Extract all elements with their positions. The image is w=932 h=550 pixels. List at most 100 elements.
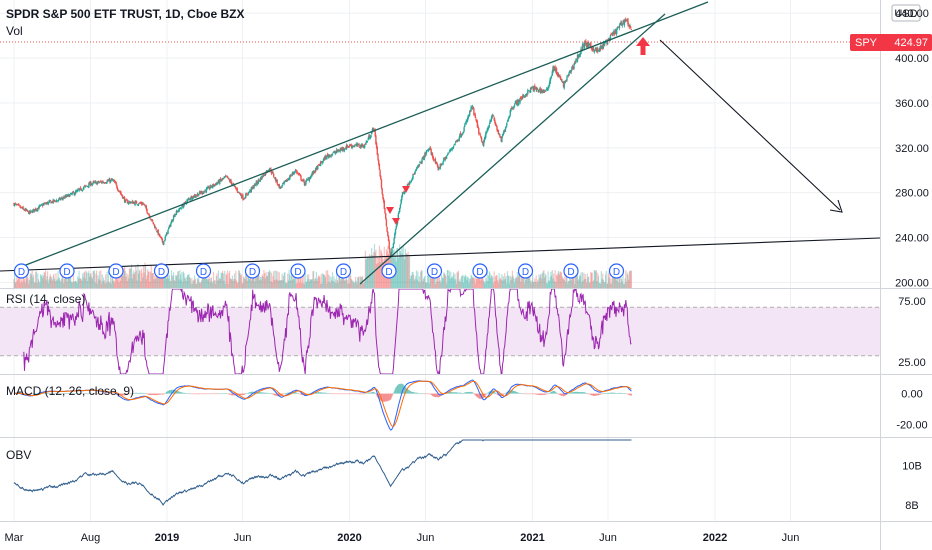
candle-body bbox=[507, 119, 509, 122]
macd-histogram-bar bbox=[462, 393, 464, 394]
volume-bar bbox=[253, 274, 255, 288]
candle-body bbox=[215, 183, 217, 186]
macd-histogram-bar bbox=[436, 393, 438, 398]
volume-bar bbox=[571, 274, 573, 288]
volume-bar bbox=[256, 275, 258, 288]
candle-body bbox=[30, 210, 33, 212]
volume-bar bbox=[537, 279, 539, 288]
x-tick-label: 2021 bbox=[520, 532, 544, 544]
macd-histogram-bar bbox=[407, 389, 409, 394]
volume-bar bbox=[630, 270, 632, 288]
volume-bar bbox=[426, 283, 428, 288]
macd-histogram-bar bbox=[600, 393, 602, 395]
volume-bar bbox=[460, 282, 462, 288]
dividend-marker[interactable]: D bbox=[608, 263, 625, 279]
volume-bar bbox=[479, 273, 481, 288]
volume-bar bbox=[50, 276, 52, 288]
macd-pane[interactable]: MACD (12, 26, close, 9) bbox=[6, 379, 632, 431]
macd-histogram-bar bbox=[219, 393, 222, 395]
dividend-marker[interactable]: D bbox=[381, 263, 397, 279]
macd-histogram-bar bbox=[558, 393, 560, 395]
macd-histogram-bar bbox=[503, 393, 505, 395]
macd-histogram-bar bbox=[65, 393, 67, 394]
volume-bar bbox=[222, 270, 224, 288]
macd-histogram-bar bbox=[68, 393, 70, 394]
dividend-marker[interactable]: D bbox=[563, 263, 579, 279]
volume-bar bbox=[218, 279, 220, 288]
dividend-marker[interactable]: D bbox=[153, 263, 170, 279]
volume-bar bbox=[324, 277, 327, 288]
dividend-marker[interactable]: D bbox=[244, 263, 261, 279]
volume-bar bbox=[349, 271, 351, 288]
macd-histogram-bar bbox=[607, 392, 609, 394]
volume-bar bbox=[314, 278, 316, 288]
volume-bar bbox=[621, 281, 623, 288]
candle-body bbox=[566, 76, 568, 81]
macd-histogram-bar bbox=[579, 392, 581, 394]
volume-bar bbox=[427, 275, 429, 288]
dividend-marker[interactable]: D bbox=[472, 263, 488, 279]
macd-histogram-bar bbox=[324, 392, 327, 394]
candle-body bbox=[423, 156, 425, 161]
volume-bar bbox=[403, 256, 405, 288]
volume-bar bbox=[581, 282, 583, 288]
candle-body bbox=[90, 182, 92, 186]
candle-body bbox=[470, 106, 472, 111]
volume-bar bbox=[424, 275, 426, 288]
dividend-marker[interactable]: D bbox=[59, 263, 75, 279]
volume-bar bbox=[511, 276, 513, 288]
macd-histogram-bar bbox=[553, 391, 555, 394]
macd-histogram-bar bbox=[470, 391, 472, 394]
volume-bar bbox=[617, 282, 619, 288]
price-axis[interactable]: USD 440.00400.00360.00320.00280.00240.00… bbox=[850, 4, 932, 512]
macd-histogram-bar bbox=[79, 393, 81, 394]
macd-histogram-bar bbox=[334, 393, 336, 395]
macd-histogram-bar bbox=[397, 385, 399, 394]
dividend-marker[interactable]: D bbox=[13, 263, 30, 279]
macd-histogram-bar bbox=[371, 392, 373, 394]
candle-body bbox=[242, 199, 245, 201]
macd-histogram-bar bbox=[180, 392, 182, 394]
macd-histogram-bar bbox=[156, 393, 159, 395]
volume-bar bbox=[622, 275, 624, 288]
candle-body bbox=[228, 179, 231, 182]
macd-histogram-bar bbox=[77, 393, 79, 394]
macd-histogram-bar bbox=[76, 393, 78, 394]
dividend-marker[interactable]: D bbox=[290, 263, 306, 279]
volume-bar bbox=[464, 274, 467, 288]
volume-bar bbox=[63, 278, 65, 288]
macd-histogram-bar bbox=[537, 393, 539, 395]
candle-body bbox=[246, 193, 248, 195]
volume-bar bbox=[119, 280, 121, 288]
dividend-marker[interactable]: D bbox=[335, 263, 352, 279]
dividend-marker[interactable]: D bbox=[426, 263, 443, 279]
volume-bar bbox=[208, 276, 210, 288]
candle-body bbox=[210, 185, 213, 188]
obv-pane[interactable]: OBV bbox=[6, 439, 632, 506]
rsi-pane[interactable]: RSI (14, close) bbox=[0, 287, 880, 376]
macd-histogram-bar bbox=[609, 393, 611, 394]
candle-body bbox=[211, 186, 213, 188]
volume-bar bbox=[54, 281, 56, 288]
candle-body bbox=[153, 223, 155, 225]
macd-histogram-bar bbox=[433, 393, 435, 397]
candle-body bbox=[50, 202, 52, 204]
dividend-marker[interactable]: D bbox=[517, 263, 534, 279]
volume-bar bbox=[347, 283, 349, 288]
macd-histogram-bar bbox=[488, 392, 490, 394]
volume-bar bbox=[609, 274, 611, 288]
dividend-marker[interactable]: D bbox=[108, 263, 124, 279]
macd-histogram-bar bbox=[515, 391, 517, 394]
macd-histogram-bar bbox=[538, 393, 540, 396]
macd-histogram-bar bbox=[539, 393, 541, 395]
macd-histogram-bar bbox=[481, 393, 483, 399]
volume-bar bbox=[26, 274, 28, 288]
macd-histogram-bar bbox=[488, 391, 490, 394]
volume-bar bbox=[370, 255, 372, 288]
volume-bar bbox=[267, 271, 269, 288]
volume-bar bbox=[334, 282, 336, 288]
dividend-marker[interactable]: D bbox=[195, 263, 212, 279]
volume-bar bbox=[331, 272, 334, 288]
